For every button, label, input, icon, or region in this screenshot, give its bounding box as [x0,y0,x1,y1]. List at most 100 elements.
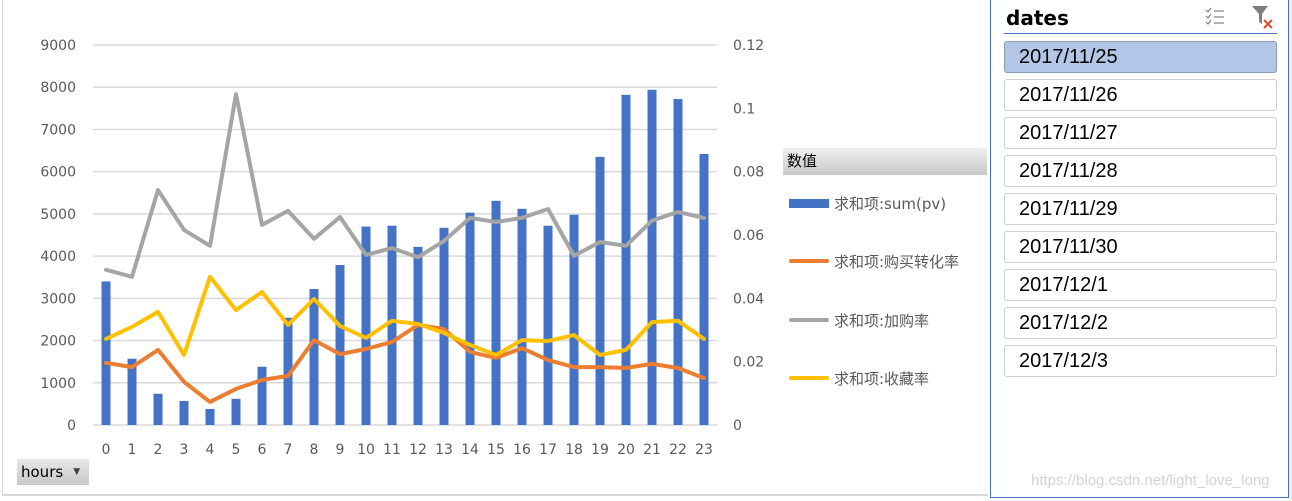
legend-item-sum-pv[interactable]: 求和项:sum(pv) [789,192,946,214]
x-axis-tick-label: 16 [513,442,531,458]
y2-axis-tick-label: 0 [733,418,742,434]
line-swatch-icon [789,376,829,380]
bar-sum-pv[interactable] [101,281,111,425]
slicer-item[interactable]: 2017/12/3 [1004,345,1277,377]
y-axis-tick-label: 3000 [40,291,76,307]
x-axis-tick-label: 3 [180,442,189,458]
slicer-title: dates [1006,6,1069,30]
bar-sum-pv[interactable] [335,264,345,425]
x-axis-tick-label: 8 [310,442,319,458]
y-axis-tick-label: 9000 [40,38,76,54]
clear-filter-icon[interactable] [1250,4,1276,30]
y-axis-tick-label: 2000 [40,334,76,350]
line-swatch-icon [789,318,829,322]
bar-sum-pv[interactable] [153,393,163,425]
field-button-label: hours [21,463,64,481]
line-series[interactable] [104,92,706,279]
legend-label: 求和项:sum(pv) [834,194,947,213]
hours-field-button[interactable]: hours ▼ [17,459,89,485]
x-axis-tick-label: 17 [539,442,557,458]
multi-select-icon[interactable] [1204,6,1226,28]
legend-label: 求和项:购买转化率 [834,252,960,271]
y2-axis-tick-label: 0.04 [733,291,764,307]
slicer-item[interactable]: 2017/11/28 [1004,155,1277,187]
x-axis-tick-label: 4 [206,442,215,458]
bar-sum-pv[interactable] [361,226,371,425]
bar-sum-pv[interactable] [439,227,449,425]
watermark: https://blog.csdn.net/light_love_long [1031,472,1270,489]
y-axis-tick-label: 4000 [40,249,76,265]
line-series[interactable] [104,322,706,404]
legend-title: 数值 [783,148,987,175]
y-axis-tick-label: 7000 [40,122,76,138]
bar-sum-pv[interactable] [231,398,241,425]
x-axis-tick-label: 23 [695,442,713,458]
bar-sum-pv[interactable] [413,246,423,425]
pivot-chart[interactable]: 0 1000 2000 3000 4000 5000 6000 7000 8000 9000 0 0.… [0,0,990,501]
slicer-item[interactable]: 2017/12/1 [1004,269,1277,301]
dates-slicer: dates 2017/11/25 2017/11/26 2017/11/27 2017… [990,0,1289,498]
bar-sum-pv[interactable] [309,289,319,425]
y-axis-tick-label: 0 [67,418,76,434]
y2-axis-tick-label: 0.08 [733,165,764,181]
x-axis-tick-label: 22 [669,442,687,458]
bar-sum-pv[interactable] [673,99,683,426]
bar-sum-pv[interactable] [491,200,501,425]
slicer-item[interactable]: 2017/11/30 [1004,231,1277,263]
combo-chart-plot: 0 1000 2000 3000 4000 5000 6000 7000 8000 9000 0 0.… [40,38,764,458]
dropdown-caret-icon: ▼ [73,467,81,477]
sheet-edge [1289,0,1292,501]
legend-item-cart-rate[interactable]: 求和项:加购率 [789,309,929,331]
legend-label: 求和项:加购率 [834,311,930,330]
bar-sum-pv[interactable] [283,317,293,425]
slicer-item[interactable]: 2017/11/26 [1004,79,1277,111]
x-axis-tick-label: 10 [357,442,375,458]
y2-axis-tick-label: 0.06 [733,228,764,244]
x-axis-tick-label: 15 [487,442,505,458]
legend-item-fav-rate[interactable]: 求和项:收藏率 [789,367,929,389]
y-axis-tick-label: 6000 [40,165,76,181]
bar-sum-pv[interactable] [257,366,267,425]
x-axis-tick-label: 2 [154,442,163,458]
x-axis-tick-label: 5 [232,442,241,458]
x-axis-tick-label: 7 [284,442,293,458]
x-axis-tick-label: 18 [565,442,583,458]
slicer-item[interactable]: 2017/11/29 [1004,193,1277,225]
y-axis-tick-label: 1000 [40,376,76,392]
bar-sum-pv[interactable] [647,89,657,425]
x-axis-tick-label: 1 [128,442,137,458]
bar-sum-pv[interactable] [387,225,397,425]
line-series[interactable] [104,274,706,357]
legend-item-purchase-rate[interactable]: 求和项:购买转化率 [789,250,959,272]
x-axis-tick-label: 13 [435,442,453,458]
x-axis-tick-label: 20 [617,442,635,458]
y2-axis-tick-label: 0.12 [733,38,764,54]
bar-swatch-icon [789,198,829,208]
bar-sum-pv[interactable] [569,214,579,425]
x-axis-tick-label: 9 [336,442,345,458]
bar-sum-pv[interactable] [595,156,605,425]
y-axis-tick-label: 5000 [40,207,76,223]
line-swatch-icon [789,259,829,263]
bar-sum-pv[interactable] [127,358,137,425]
bar-sum-pv[interactable] [179,400,189,425]
bar-sum-pv[interactable] [621,94,631,426]
bar-sum-pv[interactable] [465,212,475,425]
y2-axis-tick-label: 0.1 [733,101,755,117]
chart-border [2,0,988,496]
x-axis-tick-label: 21 [643,442,661,458]
x-axis-tick-label: 14 [461,442,479,458]
slicer-header: dates [1004,2,1277,34]
x-axis-tick-label: 11 [383,442,401,458]
x-axis-tick-label: 19 [591,442,609,458]
bar-sum-pv[interactable] [543,225,553,425]
y-axis-tick-label: 8000 [40,80,76,96]
bar-sum-pv[interactable] [517,208,527,425]
slicer-item[interactable]: 2017/12/2 [1004,307,1277,339]
x-axis-tick-label: 0 [102,442,111,458]
x-axis-tick-label: 12 [409,442,427,458]
slicer-item[interactable]: 2017/11/27 [1004,117,1277,149]
slicer-item[interactable]: 2017/11/25 [1004,41,1277,73]
bar-sum-pv[interactable] [205,408,215,425]
bar-sum-pv[interactable] [699,153,709,425]
